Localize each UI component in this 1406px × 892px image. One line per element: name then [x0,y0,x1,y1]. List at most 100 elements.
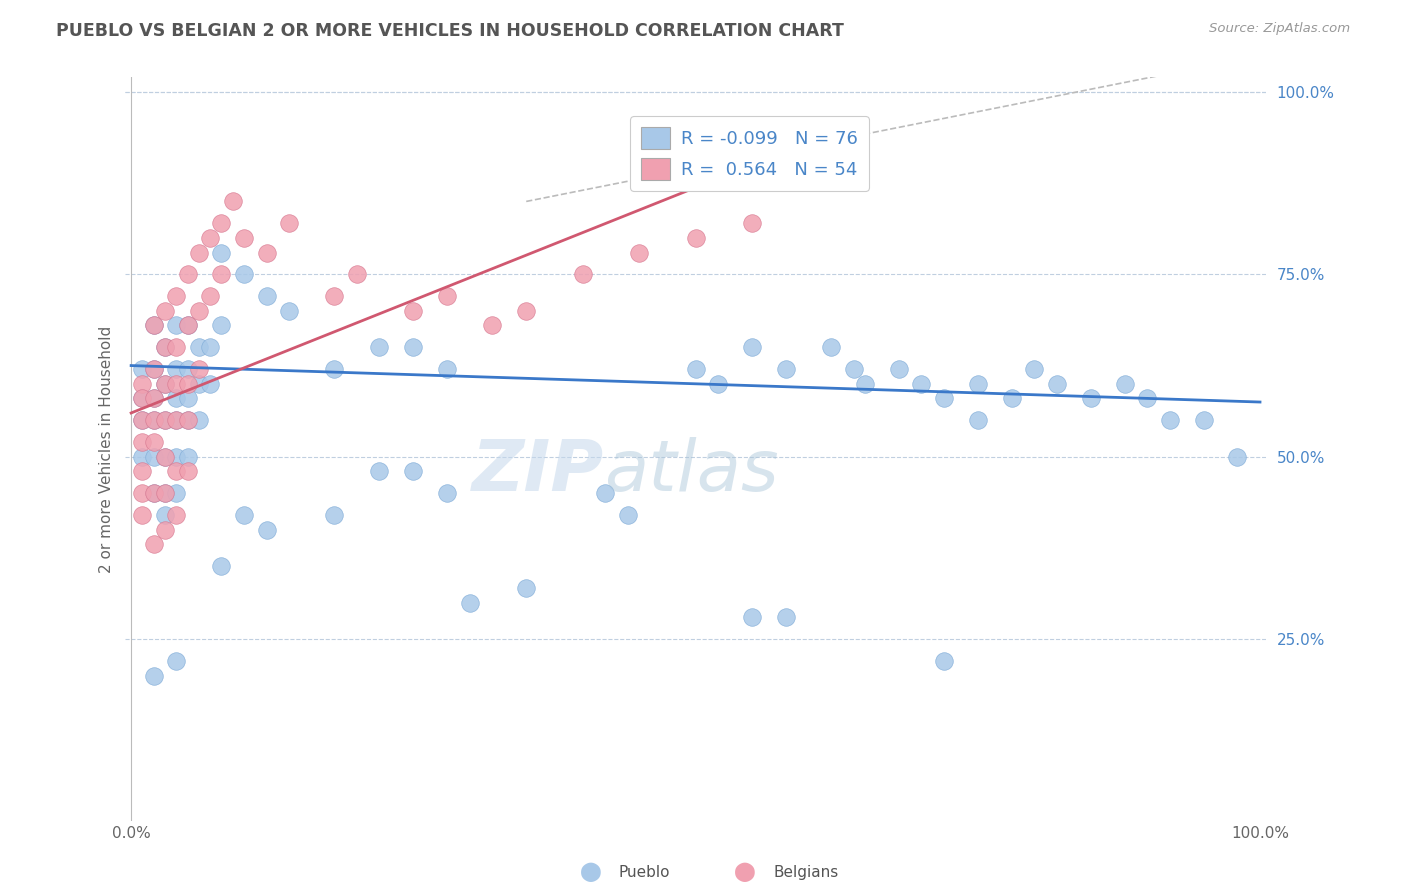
Point [198,340,221,354]
Point [402,303,425,318]
Text: Source: ZipAtlas.com: Source: ZipAtlas.com [1209,22,1350,36]
Point [209,559,232,574]
Point [458,596,481,610]
Point [368,340,391,354]
Point [593,486,616,500]
Point [176,413,198,427]
Point [775,610,797,624]
Text: PUEBLO VS BELGIAN 2 OR MORE VEHICLES IN HOUSEHOLD CORRELATION CHART: PUEBLO VS BELGIAN 2 OR MORE VEHICLES IN … [56,22,844,40]
Point [209,216,232,230]
Point [153,450,176,464]
Point [741,216,763,230]
Point [176,268,198,282]
Point [222,194,245,209]
Point [1046,376,1069,391]
Point [278,216,301,230]
Point [932,654,955,668]
Point [515,581,537,595]
Point [932,392,955,406]
Point [176,450,198,464]
Point [165,318,187,333]
Point [187,245,209,260]
Text: atlas: atlas [605,437,779,507]
Point [1136,392,1159,406]
Point [142,392,165,406]
Point [165,340,187,354]
Point [256,245,278,260]
Point [323,508,346,522]
Point [142,435,165,450]
Point [142,537,165,551]
Point [165,486,187,500]
Point [820,340,842,354]
Point [436,362,458,376]
Point [165,362,187,376]
Point [323,289,346,303]
Point [741,340,763,354]
Point [142,362,165,376]
Point [176,392,198,406]
Point [1192,413,1215,427]
Point [198,376,221,391]
Point [1114,376,1136,391]
Point [368,464,391,478]
Point [153,486,176,500]
Point [853,376,876,391]
Text: Belgians: Belgians [773,865,838,880]
Point [131,435,153,450]
Point [436,486,458,500]
Point [842,362,865,376]
Point [209,268,232,282]
Point [198,231,221,245]
Point [153,413,176,427]
Point [1001,392,1024,406]
Point [233,508,256,522]
Point [966,376,988,391]
Point [131,392,153,406]
Point [515,303,537,318]
Point [131,413,153,427]
Point [153,508,176,522]
Point [153,486,176,500]
Point [131,376,153,391]
Point [198,289,221,303]
Point [131,486,153,500]
Point [685,362,707,376]
Point [571,268,593,282]
Point [256,523,278,537]
Point [707,376,730,391]
Point [628,245,651,260]
Point [165,464,187,478]
Point [153,413,176,427]
Point [131,508,153,522]
Point [187,303,209,318]
Point [323,362,346,376]
Point [165,654,187,668]
Point [142,318,165,333]
Point [165,392,187,406]
Point [346,268,368,282]
Text: ZIP: ZIP [472,437,605,507]
Text: ⬤: ⬤ [734,863,756,882]
Point [142,413,165,427]
Point [165,508,187,522]
Point [165,413,187,427]
Point [165,289,187,303]
Point [187,376,209,391]
Text: Pueblo: Pueblo [619,865,671,880]
Point [176,413,198,427]
Point [165,413,187,427]
Point [131,413,153,427]
Point [436,289,458,303]
Point [278,303,301,318]
Point [176,318,198,333]
Point [176,376,198,391]
Point [187,340,209,354]
Point [481,318,503,333]
Point [1024,362,1046,376]
Point [1080,392,1102,406]
Text: ⬤: ⬤ [579,863,602,882]
Point [153,376,176,391]
Point [153,303,176,318]
Point [209,245,232,260]
